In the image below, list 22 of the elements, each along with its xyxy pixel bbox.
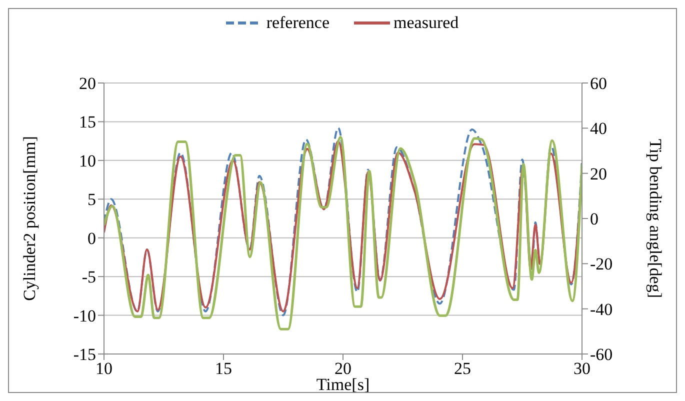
- legend-label: measured: [394, 13, 459, 33]
- y-tick-label: 20: [79, 74, 96, 94]
- y-tick-label: 15: [79, 112, 96, 132]
- y-tick-label: 10: [79, 151, 96, 170]
- y-tick-label: -5: [82, 268, 96, 287]
- y2-tick-label: -20: [590, 254, 613, 274]
- y-tick-label: 0: [88, 228, 96, 248]
- y-axis-title: Cylinder2 position[mm]: [20, 136, 40, 301]
- y2-axis-title: Tip bending angle[deg]: [646, 139, 665, 298]
- y2-tick-label: 20: [590, 164, 607, 184]
- y2-tick-label: -40: [590, 300, 613, 319]
- y2-tick-label: 0: [590, 210, 598, 229]
- y-tick-label: -10: [73, 306, 96, 326]
- y-tick-label: 5: [88, 190, 96, 210]
- legend-label: reference: [266, 13, 330, 33]
- x-tick-label: 30: [574, 359, 590, 378]
- x-tick-label: 25: [454, 359, 471, 378]
- y-tick-label: -15: [73, 345, 96, 364]
- x-tick-label: 15: [215, 359, 232, 378]
- y2-tick-label: -60: [590, 345, 613, 364]
- y2-tick-label: 40: [590, 119, 607, 138]
- y2-tick-label: 60: [590, 74, 607, 94]
